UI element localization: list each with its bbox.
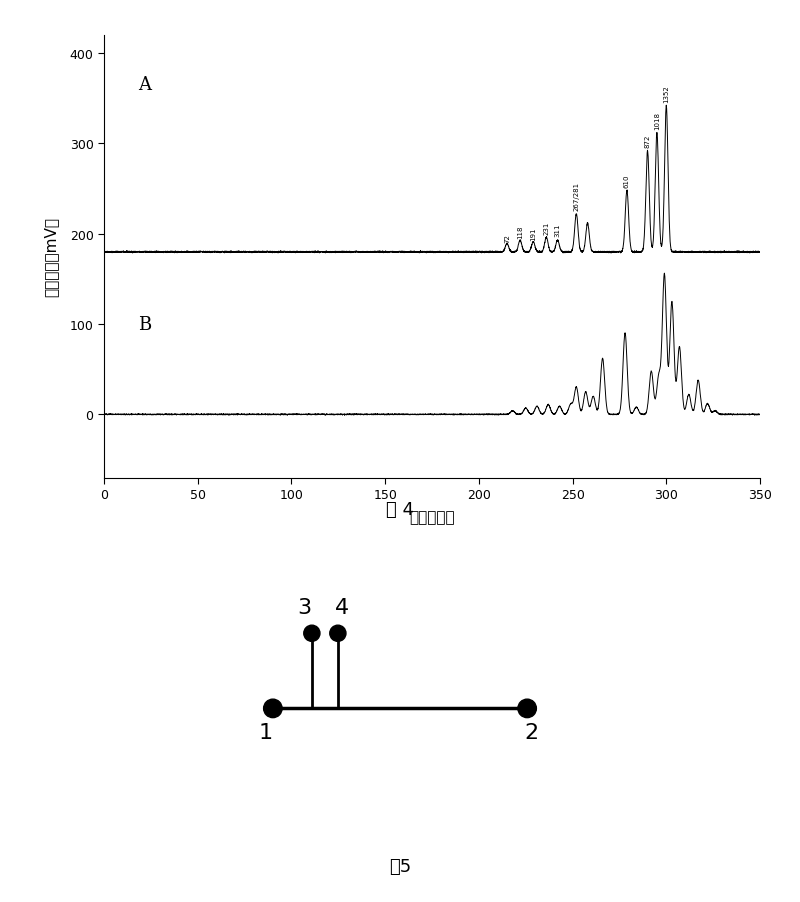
Text: 1: 1 — [258, 722, 273, 741]
Text: 872: 872 — [645, 134, 650, 148]
Y-axis label: 荧光强度（mV）: 荧光强度（mV） — [43, 217, 58, 297]
Text: 72: 72 — [504, 234, 510, 243]
Text: 231: 231 — [543, 221, 550, 235]
Text: 1352: 1352 — [663, 85, 670, 103]
Text: 2: 2 — [525, 722, 538, 741]
Text: 4: 4 — [335, 598, 350, 618]
Text: 191: 191 — [530, 227, 536, 241]
Text: 图 4: 图 4 — [386, 501, 414, 519]
Text: 267/281: 267/281 — [574, 182, 579, 211]
Circle shape — [304, 625, 320, 641]
Text: 610: 610 — [624, 174, 630, 188]
Text: 3: 3 — [298, 598, 312, 618]
Circle shape — [330, 625, 346, 641]
Text: 311: 311 — [554, 224, 561, 237]
Text: B: B — [138, 315, 151, 333]
Circle shape — [264, 699, 282, 718]
Circle shape — [518, 699, 536, 718]
X-axis label: 时间（秒）: 时间（秒） — [409, 510, 455, 525]
Text: A: A — [138, 76, 150, 94]
Text: 1018: 1018 — [654, 112, 660, 130]
Text: 图5: 图5 — [389, 857, 411, 875]
Text: 118: 118 — [517, 226, 523, 239]
